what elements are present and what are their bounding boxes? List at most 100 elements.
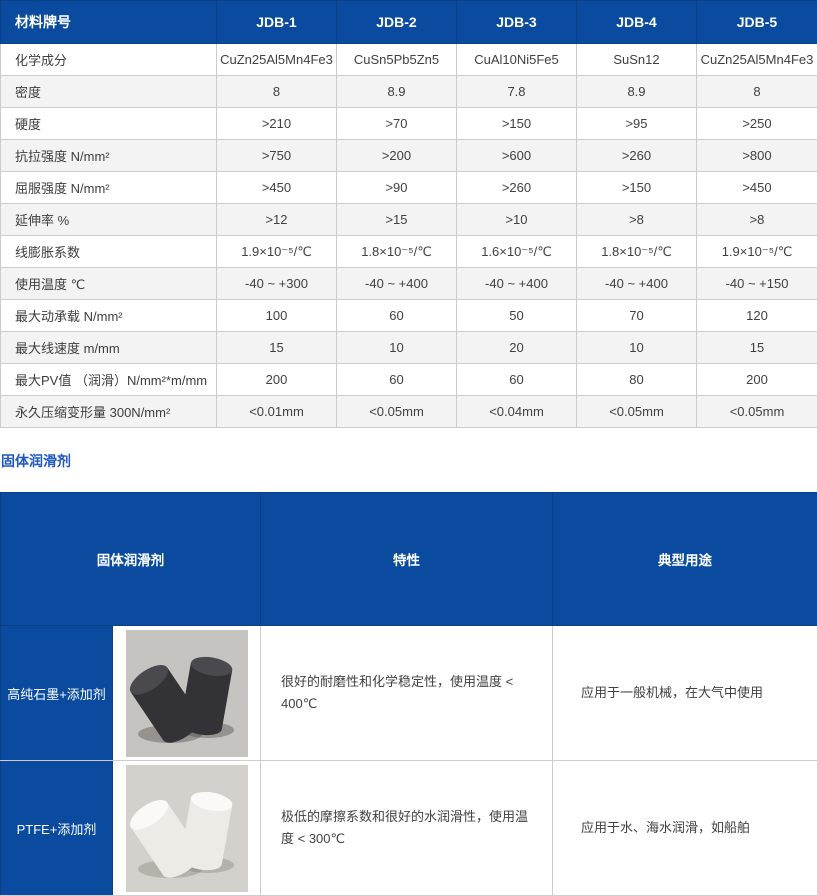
spec-col-jdb1: JDB-1 [217, 1, 337, 44]
row-label: 线膨胀系数 [1, 236, 217, 268]
spec-row-elongation: 延伸率 % >12 >15 >10 >8 >8 [1, 204, 817, 236]
photo-cell [113, 626, 261, 761]
spec-row-operating-temperature: 使用温度 ℃ -40 ~ +300 -40 ~ +400 -40 ~ +400 … [1, 268, 817, 300]
lubricant-header-row: 固体润滑剂 特性 典型用途 [1, 493, 817, 626]
row-label: 硬度 [1, 108, 217, 140]
cell-value: >90 [337, 172, 457, 204]
cell-value: -40 ~ +400 [337, 268, 457, 300]
spec-row-max-dynamic-load: 最大动承载 N/mm² 100 60 50 70 120 [1, 300, 817, 332]
cell-value: >8 [577, 204, 697, 236]
section-title-solid-lubricant: 固体润滑剂 [1, 451, 817, 492]
cell-value: 10 [577, 332, 697, 364]
spec-col-jdb3: JDB-3 [457, 1, 577, 44]
cell-value: 15 [217, 332, 337, 364]
cell-value: -40 ~ +150 [697, 268, 817, 300]
ptfe-cylinders-photo [126, 765, 248, 892]
row-label: 最大线速度 m/mm [1, 332, 217, 364]
graphite-cylinders-photo [126, 630, 248, 757]
cell-value: <0.05mm [697, 396, 817, 428]
cell-value: <0.05mm [337, 396, 457, 428]
cell-value: -40 ~ +300 [217, 268, 337, 300]
cell-value: >600 [457, 140, 577, 172]
lubricant-col-usage: 典型用途 [553, 493, 817, 626]
cell-value: >200 [337, 140, 457, 172]
cell-value: 1.9×10⁻⁵/℃ [217, 236, 337, 268]
cell-value: 70 [577, 300, 697, 332]
cell-value: <0.05mm [577, 396, 697, 428]
spec-row-yield-strength: 屈服强度 N/mm² >450 >90 >260 >150 >450 [1, 172, 817, 204]
row-label: 永久压缩变形量 300N/mm² [1, 396, 217, 428]
row-label: 延伸率 % [1, 204, 217, 236]
cell-value: 15 [697, 332, 817, 364]
row-label: 抗拉强度 N/mm² [1, 140, 217, 172]
cell-value: 60 [337, 300, 457, 332]
cell-value: 1.6×10⁻⁵/℃ [457, 236, 577, 268]
cell-value: CuSn5Pb5Zn5 [337, 44, 457, 76]
cell-value: 60 [337, 364, 457, 396]
cell-value: <0.04mm [457, 396, 577, 428]
lubricant-col-feature: 特性 [261, 493, 553, 626]
cell-value: 1.8×10⁻⁵/℃ [577, 236, 697, 268]
spec-row-thermal-expansion: 线膨胀系数 1.9×10⁻⁵/℃ 1.8×10⁻⁵/℃ 1.6×10⁻⁵/℃ 1… [1, 236, 817, 268]
cell-value: 8.9 [337, 76, 457, 108]
lubricant-usage: 应用于一般机械，在大气中使用 [553, 626, 817, 761]
spec-col-jdb5: JDB-5 [697, 1, 817, 44]
cell-value: 100 [217, 300, 337, 332]
cell-value: 7.8 [457, 76, 577, 108]
row-label: 使用温度 ℃ [1, 268, 217, 300]
spec-header-row: 材料牌号 JDB-1 JDB-2 JDB-3 JDB-4 JDB-5 [1, 1, 817, 44]
cell-value: >750 [217, 140, 337, 172]
row-label: 最大PV值 （润滑）N/mm²*m/mm [1, 364, 217, 396]
solid-lubricant-table: 固体润滑剂 特性 典型用途 高纯石墨+添加剂 [0, 492, 817, 896]
cell-value: >450 [697, 172, 817, 204]
cell-value: 10 [337, 332, 457, 364]
cell-value: >150 [457, 108, 577, 140]
spec-row-density: 密度 8 8.9 7.8 8.9 8 [1, 76, 817, 108]
lubricant-feature: 很好的耐磨性和化学稳定性，使用温度 < 400℃ [261, 626, 553, 761]
lubricant-row-graphite: 高纯石墨+添加剂 [1, 626, 817, 761]
spec-col-jdb2: JDB-2 [337, 1, 457, 44]
cell-value: 200 [697, 364, 817, 396]
row-label: 化学成分 [1, 44, 217, 76]
lubricant-col-name: 固体润滑剂 [1, 493, 261, 626]
cell-value: >250 [697, 108, 817, 140]
cell-value: 8 [697, 76, 817, 108]
cell-value: 1.8×10⁻⁵/℃ [337, 236, 457, 268]
cell-value: >95 [577, 108, 697, 140]
spec-row-permanent-deformation: 永久压缩变形量 300N/mm² <0.01mm <0.05mm <0.04mm… [1, 396, 817, 428]
cell-value: >8 [697, 204, 817, 236]
cell-value: 50 [457, 300, 577, 332]
cell-value: 1.9×10⁻⁵/℃ [697, 236, 817, 268]
lubricant-name: 高纯石墨+添加剂 [1, 626, 113, 761]
cell-value: SuSn12 [577, 44, 697, 76]
cell-value: 200 [217, 364, 337, 396]
cell-value: >10 [457, 204, 577, 236]
cell-value: >450 [217, 172, 337, 204]
cell-value: >12 [217, 204, 337, 236]
spec-row-tensile-strength: 抗拉强度 N/mm² >750 >200 >600 >260 >800 [1, 140, 817, 172]
cell-value: >260 [577, 140, 697, 172]
row-label: 密度 [1, 76, 217, 108]
spec-row-hardness: 硬度 >210 >70 >150 >95 >250 [1, 108, 817, 140]
spec-row-max-linear-speed: 最大线速度 m/mm 15 10 20 10 15 [1, 332, 817, 364]
spec-corner-label: 材料牌号 [1, 1, 217, 44]
cell-value: >15 [337, 204, 457, 236]
cell-value: >800 [697, 140, 817, 172]
cell-value: 80 [577, 364, 697, 396]
spec-row-chemical-composition: 化学成分 CuZn25Al5Mn4Fe3 CuSn5Pb5Zn5 CuAl10N… [1, 44, 817, 76]
cell-value: >70 [337, 108, 457, 140]
cell-value: >210 [217, 108, 337, 140]
row-label: 屈服强度 N/mm² [1, 172, 217, 204]
cell-value: 20 [457, 332, 577, 364]
spec-row-max-pv-value: 最大PV值 （润滑）N/mm²*m/mm 200 60 60 80 200 [1, 364, 817, 396]
cell-value: >150 [577, 172, 697, 204]
cell-value: 8 [217, 76, 337, 108]
row-label: 最大动承载 N/mm² [1, 300, 217, 332]
spec-col-jdb4: JDB-4 [577, 1, 697, 44]
cell-value: <0.01mm [217, 396, 337, 428]
cell-value: 60 [457, 364, 577, 396]
cell-value: 120 [697, 300, 817, 332]
material-spec-table: 材料牌号 JDB-1 JDB-2 JDB-3 JDB-4 JDB-5 化学成分 … [0, 0, 817, 428]
cell-value: CuAl10Ni5Fe5 [457, 44, 577, 76]
cell-value: -40 ~ +400 [577, 268, 697, 300]
